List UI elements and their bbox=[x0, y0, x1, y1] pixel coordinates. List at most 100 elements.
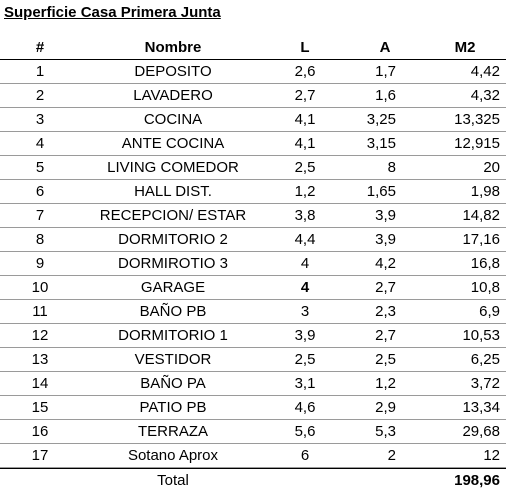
header-cell: A bbox=[379, 39, 391, 56]
table-cell: DORMIROTIO 3 bbox=[117, 255, 228, 272]
table-cell: Sotano Aprox bbox=[127, 447, 219, 464]
table-cell: DORMITORIO 2 bbox=[118, 231, 228, 248]
table-cell: 7 bbox=[35, 207, 45, 224]
table-cell: RECEPCION/ ESTAR bbox=[99, 207, 247, 224]
table-cell: 1,2 bbox=[294, 183, 316, 200]
table-cell: ANTE COCINA bbox=[121, 135, 225, 152]
table-cell: 3,9 bbox=[375, 231, 396, 248]
title: Superficie Casa Primera Junta bbox=[4, 4, 221, 21]
table-row: 5 LIVING COMEDOR 2,5 8 20 bbox=[0, 156, 506, 180]
table-cell: 12 bbox=[483, 447, 500, 464]
table-cell: 13 bbox=[31, 351, 49, 368]
table-cell: 1,6 bbox=[375, 87, 396, 104]
table-cell: 5 bbox=[35, 159, 45, 176]
table-row: 6 HALL DIST. 1,2 1,65 1,98 bbox=[0, 180, 506, 204]
table-cell: 3,15 bbox=[366, 135, 396, 152]
table-cell: 2,7 bbox=[375, 279, 396, 296]
table-cell: 29,68 bbox=[462, 423, 500, 440]
total-row: Total 198,96 bbox=[0, 468, 506, 492]
table-cell: 5,6 bbox=[294, 423, 316, 440]
table-row: 9 DORMIROTIO 3 4 4,2 16,8 bbox=[0, 252, 506, 276]
table-row: 4 ANTE COCINA 4,1 3,15 12,915 bbox=[0, 132, 506, 156]
table-cell: 4,4 bbox=[294, 231, 316, 248]
header-row: # Nombre L A M2 bbox=[0, 36, 506, 60]
table-cell: 13,34 bbox=[462, 399, 500, 416]
table-cell: 6,9 bbox=[479, 303, 500, 320]
header-cell: L bbox=[300, 39, 310, 56]
table-cell: VESTIDOR bbox=[134, 351, 212, 368]
table-cell: 4,2 bbox=[375, 255, 396, 272]
header-cell: M2 bbox=[454, 39, 476, 56]
table-cell: 4,1 bbox=[294, 135, 316, 152]
table-cell: PATIO PB bbox=[139, 399, 207, 416]
table-cell: 4,6 bbox=[294, 399, 316, 416]
table-row: 2 LAVADERO 2,7 1,6 4,32 bbox=[0, 84, 506, 108]
table-cell: 6 bbox=[35, 183, 45, 200]
table-cell: 3 bbox=[35, 111, 45, 128]
header-cell: Nombre bbox=[144, 39, 202, 56]
table-cell: 1,65 bbox=[366, 183, 396, 200]
table-cell: 4,1 bbox=[294, 111, 316, 128]
table-cell: LAVADERO bbox=[133, 87, 213, 104]
table-cell: 2,7 bbox=[375, 327, 396, 344]
table-row: 1 DEPOSITO 2,6 1,7 4,42 bbox=[0, 60, 506, 84]
table-cell: 15 bbox=[31, 399, 49, 416]
table-cell: DORMITORIO 1 bbox=[118, 327, 228, 344]
table-cell: 12,915 bbox=[454, 135, 500, 152]
table-row: 15 PATIO PB 4,6 2,9 13,34 bbox=[0, 396, 506, 420]
table-cell: 3,72 bbox=[470, 375, 500, 392]
table-cell: 2,7 bbox=[294, 87, 316, 104]
table-cell: 6,25 bbox=[470, 351, 500, 368]
table-cell: 2 bbox=[35, 87, 45, 104]
table-cell: 9 bbox=[35, 255, 45, 272]
table-cell: 13,325 bbox=[454, 111, 500, 128]
header-cell: # bbox=[35, 39, 45, 56]
table-cell: 20 bbox=[483, 159, 500, 176]
table-row: 11 BAÑO PB 3 2,3 6,9 bbox=[0, 300, 506, 324]
table-row: 10 GARAGE 4 2,7 10,8 bbox=[0, 276, 506, 300]
table-cell: DEPOSITO bbox=[134, 63, 212, 80]
table-cell: 4 bbox=[300, 255, 310, 272]
table-cell: 8 bbox=[387, 159, 396, 176]
table-row: 12 DORMITORIO 1 3,9 2,7 10,53 bbox=[0, 324, 506, 348]
total-value: 198,96 bbox=[454, 472, 500, 489]
table-cell: LIVING COMEDOR bbox=[107, 159, 239, 176]
table-cell: 16 bbox=[31, 423, 49, 440]
table-cell: 1,7 bbox=[375, 63, 396, 80]
table-cell: 11 bbox=[32, 303, 48, 320]
table-cell: 8 bbox=[35, 231, 45, 248]
table-cell: 4 bbox=[300, 279, 310, 296]
table-cell: 1 bbox=[35, 63, 45, 80]
table-cell: 2,5 bbox=[294, 351, 316, 368]
table-row: 3 COCINA 4,1 3,25 13,325 bbox=[0, 108, 506, 132]
table-cell: 14 bbox=[31, 375, 49, 392]
table-cell: 3,8 bbox=[294, 207, 316, 224]
table-cell: 14,82 bbox=[462, 207, 500, 224]
table-cell: 4 bbox=[35, 135, 45, 152]
table-cell: 3,9 bbox=[294, 327, 316, 344]
table-cell: COCINA bbox=[143, 111, 203, 128]
table-cell: 12 bbox=[31, 327, 49, 344]
table-row: 7 RECEPCION/ ESTAR 3,8 3,9 14,82 bbox=[0, 204, 506, 228]
table-cell: 16,8 bbox=[470, 255, 500, 272]
table-row: 16 TERRAZA 5,6 5,3 29,68 bbox=[0, 420, 506, 444]
table-cell: 1,98 bbox=[470, 183, 500, 200]
table-cell: 3,9 bbox=[375, 207, 396, 224]
table-cell: 2,5 bbox=[294, 159, 316, 176]
table-cell: 2 bbox=[387, 447, 396, 464]
table-cell: 6 bbox=[300, 447, 310, 464]
table-cell: 2,3 bbox=[375, 303, 396, 320]
table-cell: BAÑO PB bbox=[139, 303, 207, 320]
table-cell: 4,42 bbox=[470, 63, 500, 80]
table-cell: 10,8 bbox=[470, 279, 500, 296]
table-cell: BAÑO PA bbox=[140, 375, 206, 392]
table-cell: HALL DIST. bbox=[134, 183, 212, 200]
table-cell: 3,1 bbox=[294, 375, 316, 392]
table-cell: 17 bbox=[31, 447, 49, 464]
table-cell: 4,32 bbox=[470, 87, 500, 104]
table-cell: 10,53 bbox=[462, 327, 500, 344]
table-cell: GARAGE bbox=[140, 279, 206, 296]
table-row: 14 BAÑO PA 3,1 1,2 3,72 bbox=[0, 372, 506, 396]
table-cell: 2,6 bbox=[294, 63, 316, 80]
